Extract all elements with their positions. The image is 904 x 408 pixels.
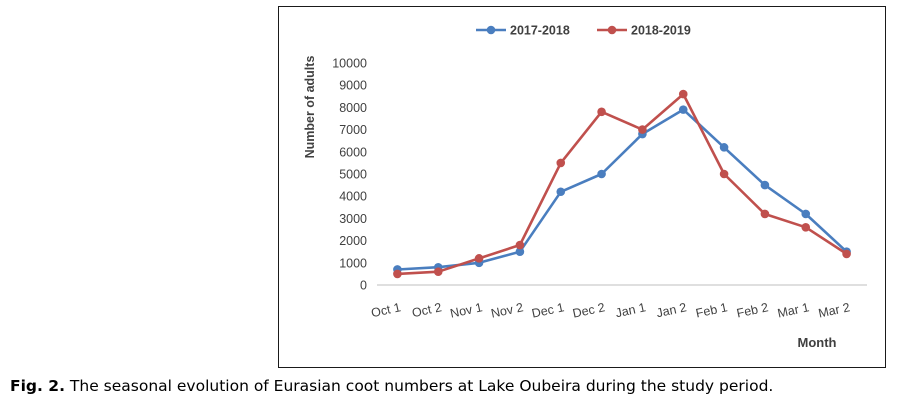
data-point (719, 143, 729, 152)
y-tick-label: 2000 (339, 234, 367, 248)
x-tick-label: Mar 2 (817, 300, 851, 320)
data-point (760, 180, 770, 190)
x-tick-label: Oct 1 (370, 300, 402, 320)
data-point (515, 240, 525, 250)
y-tick-label: 5000 (339, 168, 367, 182)
data-point (719, 169, 729, 179)
data-point (801, 222, 811, 232)
y-tick-label: 6000 (339, 145, 367, 159)
x-tick-label: Feb 2 (735, 300, 769, 320)
y-axis-label: Number of adults (303, 56, 317, 159)
y-axis: 0 1000 2000 3000 4000 5000 6000 7000 8000 9000 100… (332, 57, 367, 293)
data-point (474, 254, 484, 263)
y-tick-label: 4000 (339, 190, 367, 204)
data-point (393, 269, 402, 279)
data-point (842, 249, 851, 259)
series-line (397, 108, 848, 271)
data-point (556, 158, 566, 168)
y-tick-label: 0 (360, 279, 367, 293)
y-tick-label: 8000 (339, 101, 367, 115)
y-tick-label: 3000 (339, 212, 367, 226)
data-point (597, 169, 606, 179)
data-point (556, 187, 566, 197)
line-chart: 2017-2018 2018-2019 Number of adults 0 100… (303, 24, 867, 350)
chart-frame: 2017-2018 2018-2019 Number of adults 0 100… (278, 6, 886, 368)
data-point (515, 247, 525, 256)
figure-caption: Fig. 2. The seasonal evolution of Eurasi… (10, 377, 900, 395)
x-tick-label: Dec 2 (571, 300, 606, 320)
y-tick-label: 9000 (339, 79, 367, 93)
x-tick-label: Nov 1 (449, 300, 484, 320)
x-tick-label: Dec 1 (531, 300, 566, 320)
series-line (397, 92, 848, 276)
data-point (678, 105, 688, 114)
x-axis-label: Month (798, 335, 837, 350)
x-tick-label: Nov 2 (490, 300, 525, 320)
x-tick-label: Feb 1 (695, 300, 729, 320)
legend: 2017-2018 2018-2019 (476, 24, 691, 38)
data-point (801, 209, 811, 219)
data-point (760, 209, 770, 219)
legend-label: 2018-2019 (631, 24, 691, 38)
data-point (597, 107, 606, 117)
x-tick-label: Jan 2 (655, 300, 688, 320)
data-point (678, 89, 688, 99)
data-point (638, 125, 647, 134)
y-tick-label: 10000 (332, 57, 367, 71)
x-tick-label: Jan 1 (614, 300, 647, 320)
y-tick-label: 1000 (339, 256, 367, 270)
legend-swatch-marker (607, 25, 617, 35)
caption-label: Fig. 2. (10, 377, 65, 395)
x-tick-label: Oct 2 (411, 300, 443, 320)
x-axis: Oct 1 Oct 2 Nov 1 Nov 2 Dec 1 Dec 2 Jan 1 Jan 2… (370, 284, 867, 321)
caption-text: The seasonal evolution of Eurasian coot … (64, 377, 774, 395)
data-point (433, 267, 443, 276)
y-tick-label: 7000 (339, 123, 367, 137)
series-layer (393, 89, 851, 279)
x-tick-label: Mar 1 (776, 300, 810, 320)
legend-swatch-marker (486, 25, 496, 35)
legend-label: 2017-2018 (510, 24, 570, 38)
